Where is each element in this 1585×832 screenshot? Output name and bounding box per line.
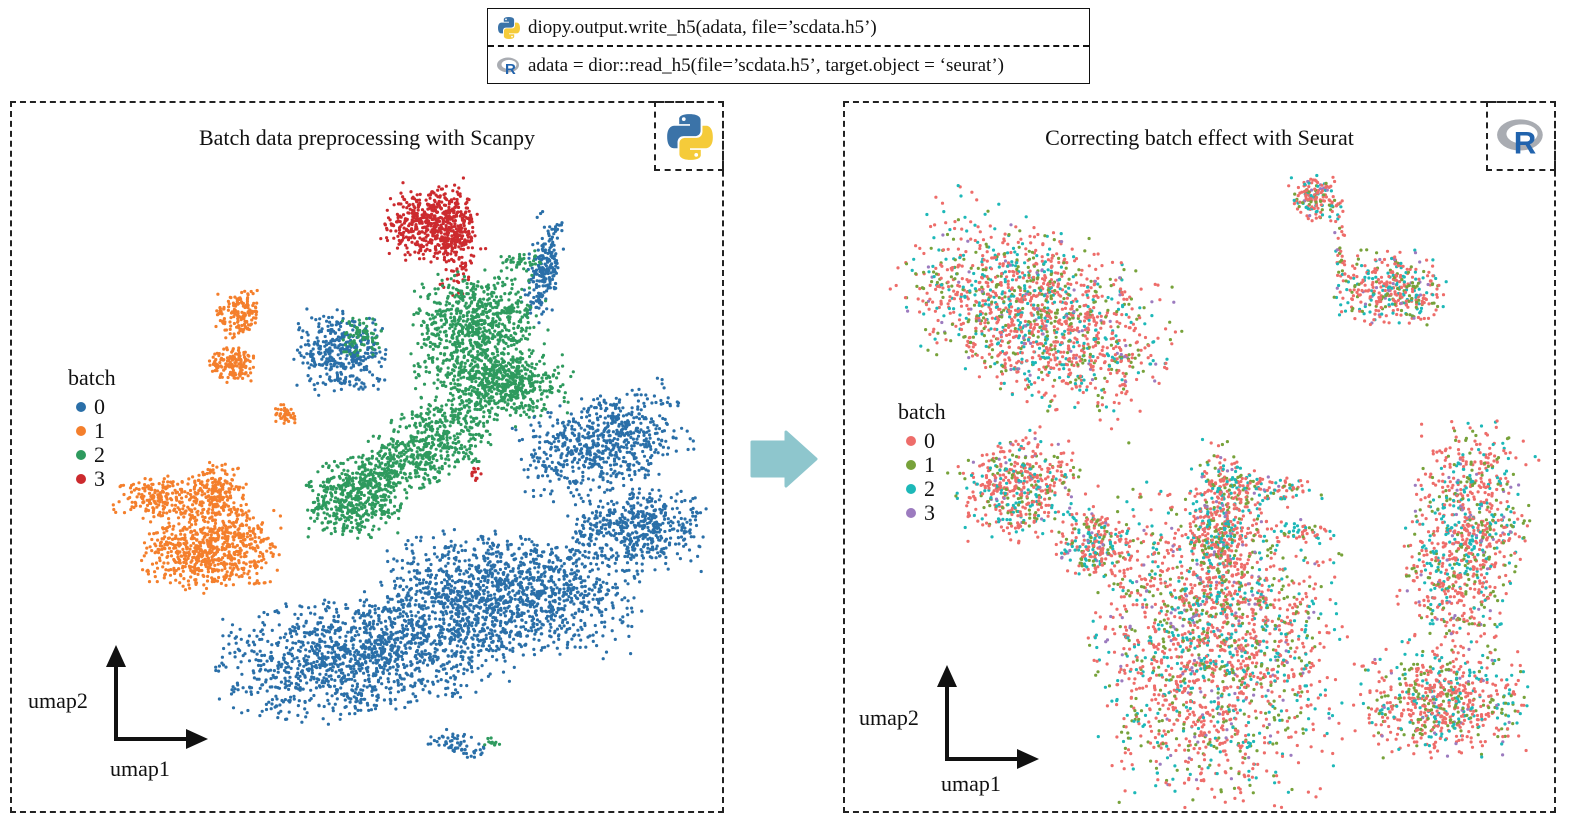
r-icon: R (496, 53, 522, 79)
legend-dot (906, 460, 916, 470)
r-logo-icon: R (1497, 119, 1543, 161)
transition-arrow-icon (750, 430, 818, 488)
left-legend-item-3: 3 (68, 466, 116, 491)
right-ylabel: umap2 (859, 705, 919, 730)
python-icon (496, 15, 522, 41)
seurat-umap-scatter (888, 173, 1541, 810)
right-legend-item-1: 1 (898, 452, 946, 477)
left-panel-title: Batch data preprocessing with Scanpy (198, 125, 535, 150)
scanpy-umap-scatter (111, 176, 708, 759)
python-code-row: diopy.output.write_h5(adata, file=’scdat… (488, 9, 1089, 46)
right-axis-arrows (937, 665, 1039, 769)
legend-label: 1 (924, 452, 935, 477)
seurat-panel: Correcting batch effect with Seurat R ba… (843, 101, 1556, 813)
left-legend-item-2: 2 (68, 442, 116, 467)
right-panel-title: Correcting batch effect with Seurat (1045, 125, 1354, 150)
left-legend: batch 0 1 2 3 (68, 365, 116, 491)
scanpy-panel: Batch data preprocessing with Scanpy bat… (10, 101, 724, 813)
left-xlabel: umap1 (110, 756, 170, 781)
legend-label: 1 (94, 418, 105, 443)
right-legend-item-0: 0 (898, 428, 946, 453)
legend-dot (76, 474, 86, 484)
r-logo-box: R (1486, 101, 1556, 171)
legend-label: 2 (94, 442, 105, 467)
left-axis-arrows (106, 645, 208, 749)
right-xlabel: umap1 (941, 771, 1001, 796)
left-legend-title: batch (68, 365, 116, 390)
legend-dot (76, 402, 86, 412)
python-code-text: diopy.output.write_h5(adata, file=’scdat… (528, 16, 877, 38)
legend-label: 3 (924, 500, 935, 525)
legend-label: 0 (924, 428, 935, 453)
legend-dot (906, 508, 916, 518)
right-legend: batch 0 1 2 3 (898, 399, 946, 525)
legend-dot (906, 484, 916, 494)
right-legend-title: batch (898, 399, 946, 424)
svg-text:R: R (505, 61, 516, 78)
legend-dot (906, 436, 916, 446)
legend-dot (76, 450, 86, 460)
right-legend-item-3: 3 (898, 500, 946, 525)
left-ylabel: umap2 (28, 688, 88, 713)
left-legend-item-1: 1 (68, 418, 116, 443)
legend-label: 3 (94, 466, 105, 491)
right-legend-item-2: 2 (898, 476, 946, 501)
legend-label: 0 (94, 394, 105, 419)
left-legend-item-0: 0 (68, 394, 116, 419)
code-separator (488, 45, 1089, 47)
r-code-text: adata = dior::read_h5(file=’scdata.h5’, … (528, 54, 1004, 76)
r-code-row: R adata = dior::read_h5(file=’scdata.h5’… (488, 47, 1089, 84)
python-logo-box (654, 101, 724, 171)
code-box: diopy.output.write_h5(adata, file=’scdat… (487, 8, 1090, 84)
python-logo-icon (667, 114, 713, 160)
legend-dot (76, 426, 86, 436)
legend-label: 2 (924, 476, 935, 501)
